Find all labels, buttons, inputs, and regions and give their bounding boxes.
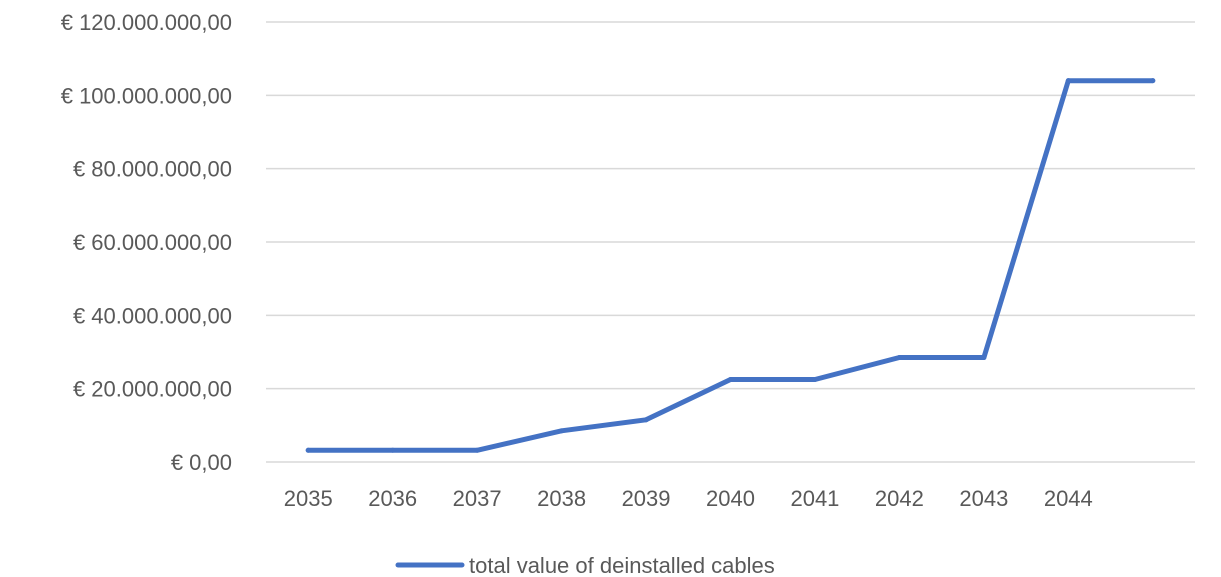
data-point <box>1150 78 1156 84</box>
x-tick-label: 2040 <box>706 486 755 511</box>
x-tick-label: 2044 <box>1044 486 1093 511</box>
x-tick-label: 2038 <box>537 486 586 511</box>
y-tick-label: € 60.000.000,00 <box>73 230 232 255</box>
x-tick-label: 2037 <box>453 486 502 511</box>
data-point <box>1065 78 1071 84</box>
data-point <box>305 447 311 453</box>
series-line-1 <box>305 78 1156 453</box>
y-tick-label: € 0,00 <box>171 450 232 475</box>
x-tick-label: 2041 <box>790 486 839 511</box>
data-point <box>643 417 649 423</box>
y-tick-label: € 20.000.000,00 <box>73 377 232 402</box>
legend-label-series-1: total value of deinstalled cables <box>469 553 775 577</box>
data-point <box>390 447 396 453</box>
y-tick-label: € 80.000.000,00 <box>73 157 232 182</box>
y-tick-label: € 120.000.000,00 <box>61 10 232 35</box>
y-axis-tick-labels: € 0,00 € 20.000.000,00 € 40.000.000,00 € 60… <box>61 10 232 475</box>
legend: total value of deinstalled cables <box>395 553 775 577</box>
data-point <box>896 355 902 360</box>
x-tick-label: 2039 <box>622 486 671 511</box>
series-lines <box>305 78 1156 453</box>
data-point <box>812 377 818 382</box>
x-tick-label: 2043 <box>959 486 1008 511</box>
y-tick-label: € 40.000.000,00 <box>73 303 232 328</box>
data-point <box>559 428 565 434</box>
x-tick-label: 2035 <box>284 486 333 511</box>
x-tick-label: 2042 <box>875 486 924 511</box>
data-point <box>728 377 733 382</box>
data-point <box>981 355 987 360</box>
gridlines <box>266 21 1195 463</box>
y-tick-label: € 100.000.000,00 <box>61 83 232 108</box>
x-axis-tick-labels: 2035 2036 2037 2038 2039 2040 2041 2042 2043 2044 <box>284 486 1093 511</box>
data-point <box>474 447 480 453</box>
x-tick-label: 2036 <box>368 486 417 511</box>
